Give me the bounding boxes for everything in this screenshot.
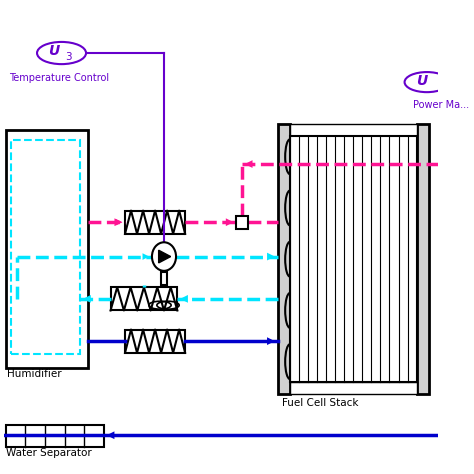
Circle shape	[152, 242, 176, 271]
Text: Humidifier: Humidifier	[7, 369, 61, 379]
Text: Temperature Control: Temperature Control	[9, 73, 109, 83]
Ellipse shape	[405, 72, 449, 92]
Ellipse shape	[37, 42, 86, 64]
Text: Power Ma...: Power Ma...	[413, 100, 470, 110]
FancyBboxPatch shape	[278, 124, 290, 394]
FancyBboxPatch shape	[6, 425, 104, 447]
Text: U: U	[416, 73, 427, 88]
FancyBboxPatch shape	[290, 383, 417, 394]
FancyBboxPatch shape	[417, 124, 429, 394]
FancyBboxPatch shape	[161, 273, 167, 285]
Polygon shape	[159, 250, 171, 263]
FancyBboxPatch shape	[6, 130, 88, 367]
FancyBboxPatch shape	[290, 136, 417, 383]
FancyBboxPatch shape	[237, 216, 247, 229]
Text: 3: 3	[65, 52, 72, 62]
Text: Water Separator: Water Separator	[6, 448, 91, 458]
FancyBboxPatch shape	[290, 124, 417, 136]
Text: U: U	[48, 44, 59, 58]
Text: Fuel Cell Stack: Fuel Cell Stack	[282, 398, 358, 408]
